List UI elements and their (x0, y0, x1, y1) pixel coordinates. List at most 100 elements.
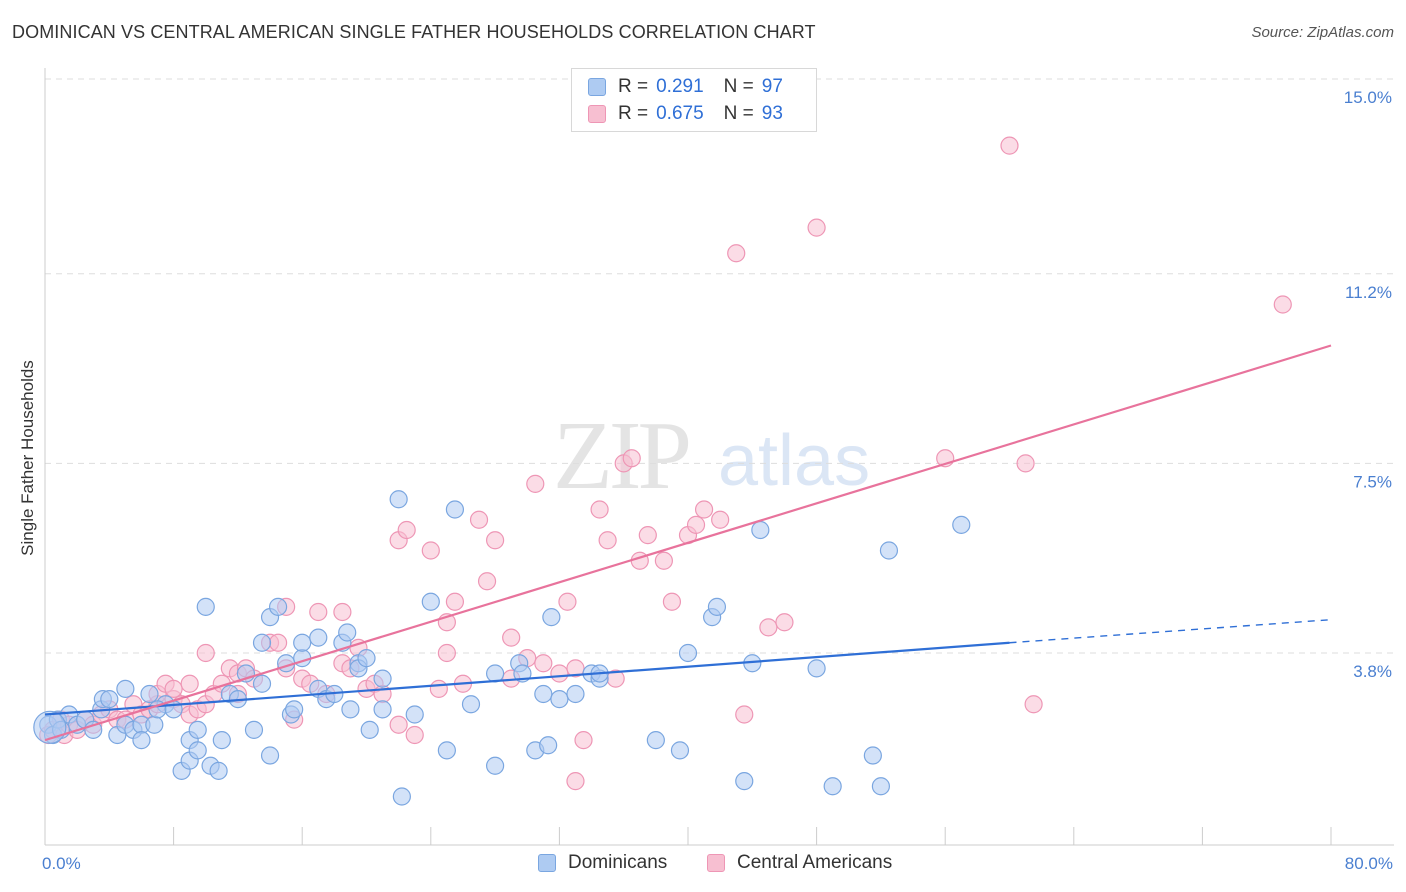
data-point-central-american (566, 659, 585, 678)
data-point-central-american (662, 592, 682, 611)
trend-line-dominicans (44, 641, 1010, 716)
data-point-central-american (694, 500, 714, 519)
data-point-dominican (566, 684, 585, 704)
series-legend: Dominicans Central Americans (0, 852, 1406, 878)
legend-swatch-pink (707, 854, 725, 872)
legend-label-dominicans: Dominicans (568, 852, 668, 873)
data-point-dominican (421, 592, 440, 611)
data-point-central-american (437, 643, 456, 663)
data-point-dominican (534, 684, 553, 704)
data-point-central-american (526, 474, 545, 493)
data-point-dominican (735, 772, 754, 791)
legend-label-central-americans: Central Americans (737, 852, 893, 873)
data-point-dominican (952, 515, 971, 534)
data-point-central-american (574, 731, 593, 750)
data-point-central-american (759, 618, 778, 637)
legend-n-value: 93 (761, 103, 783, 124)
watermark-atlas: atlas (718, 421, 871, 501)
data-point-dominican (539, 736, 558, 755)
data-point-central-american (686, 515, 706, 534)
data-point-central-american (558, 592, 577, 611)
data-point-dominican (707, 597, 727, 616)
data-point-dominican (646, 731, 665, 750)
data-point-central-american (333, 602, 352, 622)
data-point-dominican (486, 756, 505, 775)
data-point-central-american (1273, 295, 1292, 314)
data-point-dominican (879, 541, 899, 560)
legend-item-dominicans[interactable]: Dominicans (538, 852, 667, 874)
data-point-dominican (309, 628, 328, 647)
data-point-central-american (622, 449, 641, 468)
data-point-central-american (727, 244, 746, 263)
data-point-central-american (711, 510, 730, 529)
legend-swatch-pink (588, 105, 606, 123)
data-point-dominican (360, 720, 379, 739)
data-point-central-american (421, 541, 440, 560)
data-point-dominican (863, 746, 882, 765)
data-point-dominican (542, 608, 561, 627)
data-point-dominican (212, 731, 231, 750)
data-point-dominican (437, 741, 456, 760)
tick-labels: 3.8% 7.5% 11.2% 15.0% 0.0% 80.0% (42, 88, 1393, 873)
grid-lines (45, 78, 1394, 654)
legend-r-label: R = (618, 103, 649, 124)
y-tick-label: 15.0% (1344, 88, 1392, 107)
data-point-dominican (209, 761, 228, 780)
data-point-dominican (188, 720, 207, 739)
legend-row-central-americans: R = 0.675 N = 93 (588, 102, 783, 126)
data-point-central-american (590, 500, 609, 519)
legend-r-value: 0.291 (656, 76, 704, 97)
data-point-dominican (751, 520, 770, 540)
data-point-central-american (534, 654, 553, 673)
data-point-dominican (140, 684, 159, 704)
data-point-central-american (405, 725, 424, 745)
data-point-central-american (164, 679, 183, 698)
trend-line-central-americans (44, 344, 1332, 742)
data-point-central-american (196, 643, 215, 663)
data-point-dominican (145, 715, 164, 734)
data-point-central-american (389, 715, 408, 734)
data-point-central-american (598, 531, 617, 550)
data-point-central-american (1000, 136, 1019, 155)
data-point-central-american (477, 572, 497, 591)
data-point-dominican (670, 741, 690, 760)
data-point-central-american (1024, 695, 1043, 714)
data-point-dominican (461, 695, 481, 714)
data-point-dominican (678, 643, 698, 663)
data-point-dominican (293, 633, 312, 652)
data-point-dominican (244, 720, 264, 739)
data-point-dominican (100, 690, 119, 709)
legend-item-central-americans[interactable]: Central Americans (707, 852, 892, 874)
data-point-central-american (397, 520, 416, 540)
data-point-dominican (338, 623, 357, 642)
data-point-central-american (566, 772, 585, 791)
data-point-central-american (1016, 454, 1035, 473)
y-tick-label: 7.5% (1353, 472, 1392, 491)
data-point-central-american (735, 705, 754, 724)
data-point-central-american (469, 510, 489, 529)
data-point-central-american (775, 613, 794, 632)
legend-n-value: 97 (761, 76, 783, 97)
data-point-dominican (252, 674, 272, 693)
data-point-central-american (638, 526, 657, 545)
data-point-central-american (180, 674, 199, 693)
data-point-central-american (429, 679, 448, 698)
data-point-central-american (486, 531, 505, 550)
x-tick-label-end: 80.0% (1345, 854, 1393, 873)
data-point-dominican (445, 500, 465, 519)
data-point-dominican (260, 746, 280, 765)
dominicans-points (33, 490, 971, 806)
data-point-dominican (132, 731, 151, 750)
source-label: Source: ZipAtlas.com (1251, 24, 1394, 41)
data-point-central-american (807, 218, 826, 237)
x-tick-label-start: 0.0% (42, 854, 81, 873)
data-point-dominican (871, 777, 891, 796)
data-point-dominican (389, 490, 408, 509)
data-point-central-american (550, 664, 569, 683)
data-point-dominican (405, 705, 424, 724)
data-point-dominican (373, 669, 392, 688)
data-point-dominican (196, 597, 215, 616)
trend-line-dominicans-extension (1009, 618, 1332, 644)
data-point-dominican (357, 649, 376, 668)
